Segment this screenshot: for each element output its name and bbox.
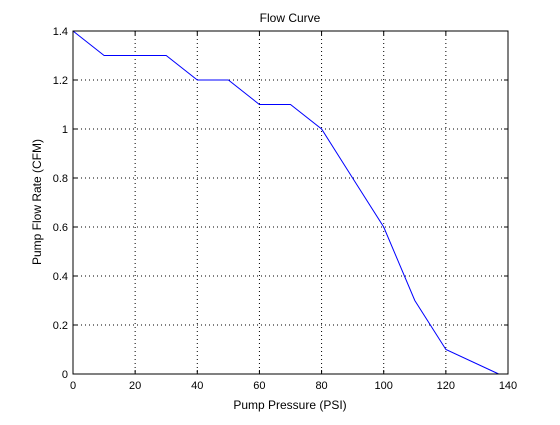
x-tick-label: 20 <box>129 380 141 392</box>
y-tick-labels: 0 0.2 0.4 0.6 0.8 1 1.2 1.4 <box>53 26 68 381</box>
x-tick-label: 120 <box>437 380 455 392</box>
plot-frame <box>72 30 509 375</box>
y-tick-label: 0.4 <box>53 271 68 283</box>
y-tick-label: 0.8 <box>53 173 68 185</box>
x-tick-label: 80 <box>315 380 327 392</box>
x-tick-label: 60 <box>253 380 265 392</box>
y-axis-label: Pump Flow Rate (CFM) <box>30 139 44 265</box>
chart-title: Flow Curve <box>260 11 321 25</box>
x-tick-labels: 0 20 40 60 80 100 120 140 <box>70 380 517 392</box>
x-tick-label: 140 <box>499 380 517 392</box>
y-tick-label: 0.6 <box>53 222 68 234</box>
plot-area <box>73 31 508 374</box>
series-layer <box>72 30 499 375</box>
x-tick-label: 40 <box>191 380 203 392</box>
x-tick-label: 100 <box>375 380 393 392</box>
y-tick-label: 1.2 <box>53 75 68 87</box>
y-tick-label: 0 <box>62 369 68 381</box>
y-tick-label: 1 <box>62 124 68 136</box>
y-tick-label: 0.2 <box>53 320 68 332</box>
tick-marks <box>72 30 509 375</box>
grid-lines <box>73 31 508 374</box>
x-axis-label: Pump Pressure (PSI) <box>233 398 346 412</box>
x-tick-label: 0 <box>70 380 76 392</box>
y-tick-label: 1.4 <box>53 26 68 38</box>
series-line <box>72 30 499 375</box>
